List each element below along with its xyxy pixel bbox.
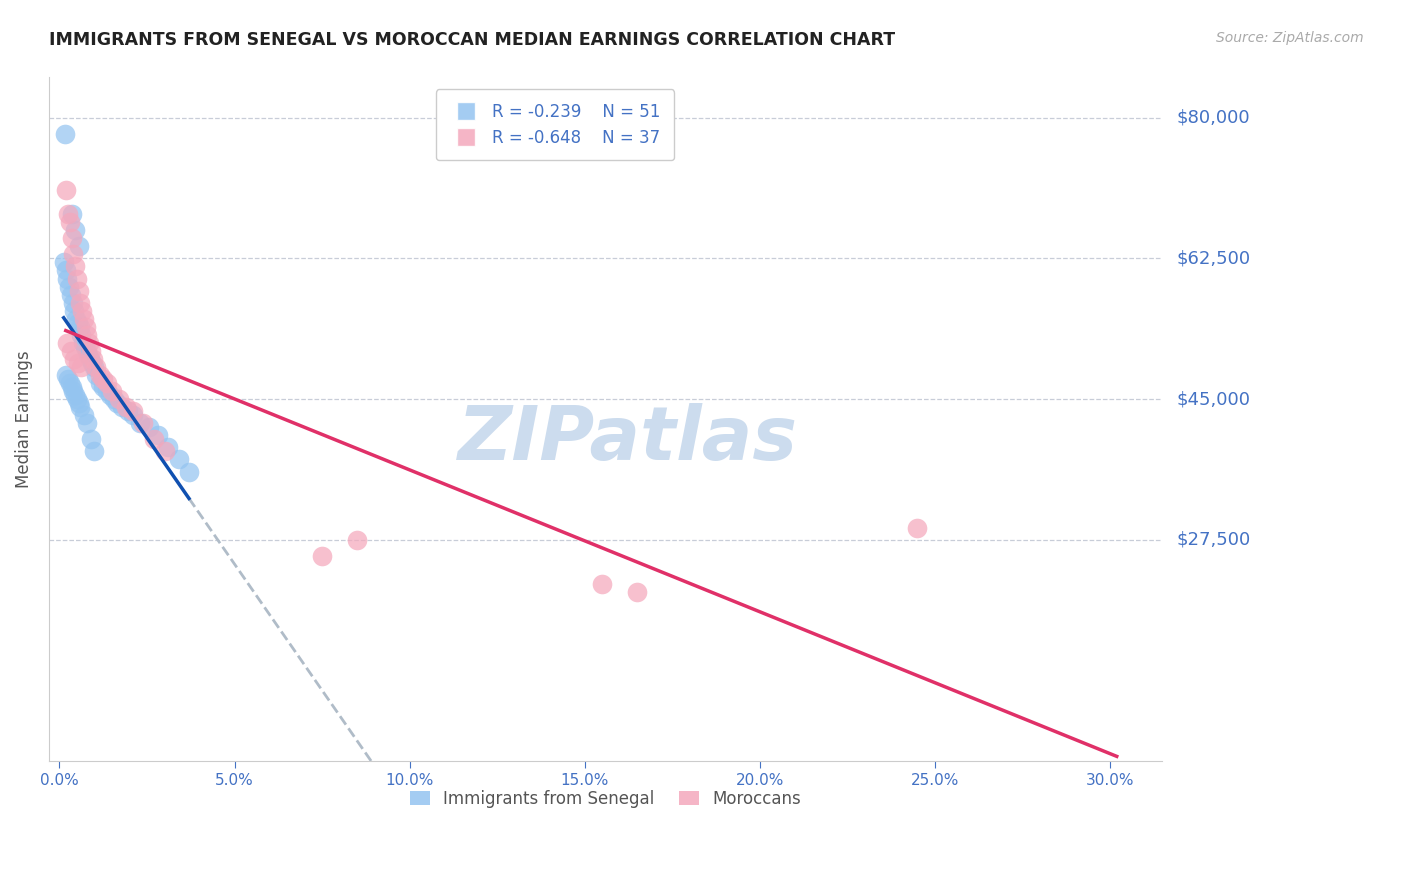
- Text: $45,000: $45,000: [1177, 390, 1250, 409]
- Point: [89, 376, 111, 390]
- Point: [66, 271, 89, 285]
- Text: IMMIGRANTS FROM SENEGAL VS MOROCCAN MEDIAN EARNINGS CORRELATION CHART: IMMIGRANTS FROM SENEGAL VS MOROCCAN MEDI…: [49, 31, 896, 49]
- Point: [146, 428, 169, 442]
- Point: [56, 335, 79, 350]
- Point: [56, 271, 79, 285]
- Point: [70, 359, 93, 374]
- Point: [82, 351, 104, 366]
- Point: [105, 396, 128, 410]
- Point: [77, 335, 100, 350]
- Point: [80, 433, 103, 447]
- Point: [91, 372, 114, 386]
- Y-axis label: Median Earnings: Median Earnings: [15, 351, 32, 488]
- Point: [73, 409, 96, 423]
- Point: [76, 417, 98, 431]
- Point: [55, 263, 77, 277]
- Point: [52, 255, 75, 269]
- Point: [63, 351, 86, 366]
- Point: [132, 417, 155, 431]
- Point: [156, 441, 179, 455]
- Point: [76, 343, 98, 358]
- Point: [177, 465, 200, 479]
- Point: [66, 392, 89, 406]
- Point: [84, 368, 107, 382]
- Point: [79, 351, 101, 366]
- Point: [905, 521, 928, 535]
- Point: [60, 231, 83, 245]
- Point: [72, 335, 94, 350]
- Point: [96, 376, 118, 390]
- Point: [53, 127, 76, 141]
- Point: [80, 343, 103, 358]
- Point: [62, 247, 84, 261]
- Text: Source: ZipAtlas.com: Source: ZipAtlas.com: [1216, 31, 1364, 45]
- Point: [67, 396, 90, 410]
- Point: [55, 368, 77, 382]
- Point: [59, 343, 82, 358]
- Legend: Immigrants from Senegal, Moroccans: Immigrants from Senegal, Moroccans: [404, 783, 808, 814]
- Point: [591, 577, 613, 591]
- Point: [89, 368, 111, 382]
- Point: [346, 533, 368, 547]
- Point: [62, 295, 84, 310]
- Text: $62,500: $62,500: [1177, 250, 1250, 268]
- Point: [55, 183, 77, 197]
- Point: [77, 348, 100, 362]
- Point: [70, 303, 93, 318]
- Point: [103, 392, 125, 406]
- Text: $27,500: $27,500: [1177, 531, 1250, 549]
- Point: [115, 400, 138, 414]
- Point: [101, 384, 124, 398]
- Point: [96, 384, 118, 398]
- Point: [84, 359, 107, 374]
- Point: [59, 215, 82, 229]
- Point: [67, 284, 90, 298]
- Point: [138, 420, 160, 434]
- Point: [167, 452, 190, 467]
- Point: [60, 380, 83, 394]
- Point: [626, 585, 648, 599]
- Point: [67, 239, 90, 253]
- Point: [122, 409, 145, 423]
- Point: [91, 380, 114, 394]
- Point: [108, 392, 131, 406]
- Point: [69, 295, 91, 310]
- Point: [75, 319, 97, 334]
- Point: [143, 433, 166, 447]
- Point: [60, 207, 83, 221]
- Point: [111, 400, 134, 414]
- Point: [65, 223, 87, 237]
- Point: [59, 376, 82, 390]
- Point: [83, 359, 105, 374]
- Point: [65, 388, 87, 402]
- Point: [59, 287, 82, 301]
- Point: [153, 444, 176, 458]
- Point: [65, 260, 87, 274]
- Point: [129, 417, 152, 431]
- Point: [73, 340, 96, 354]
- Point: [58, 207, 80, 221]
- Point: [69, 319, 91, 334]
- Point: [62, 384, 84, 398]
- Point: [65, 311, 87, 326]
- Point: [80, 356, 103, 370]
- Point: [122, 404, 145, 418]
- Point: [83, 444, 105, 458]
- Point: [70, 327, 93, 342]
- Point: [63, 303, 86, 318]
- Point: [76, 327, 98, 342]
- Point: [311, 549, 333, 563]
- Point: [66, 356, 89, 370]
- Text: $80,000: $80,000: [1177, 109, 1250, 127]
- Point: [66, 316, 89, 330]
- Point: [58, 372, 80, 386]
- Text: ZIPatlas: ZIPatlas: [458, 403, 797, 476]
- Point: [117, 404, 139, 418]
- Point: [58, 279, 80, 293]
- Point: [69, 400, 91, 414]
- Point: [73, 311, 96, 326]
- Point: [98, 388, 121, 402]
